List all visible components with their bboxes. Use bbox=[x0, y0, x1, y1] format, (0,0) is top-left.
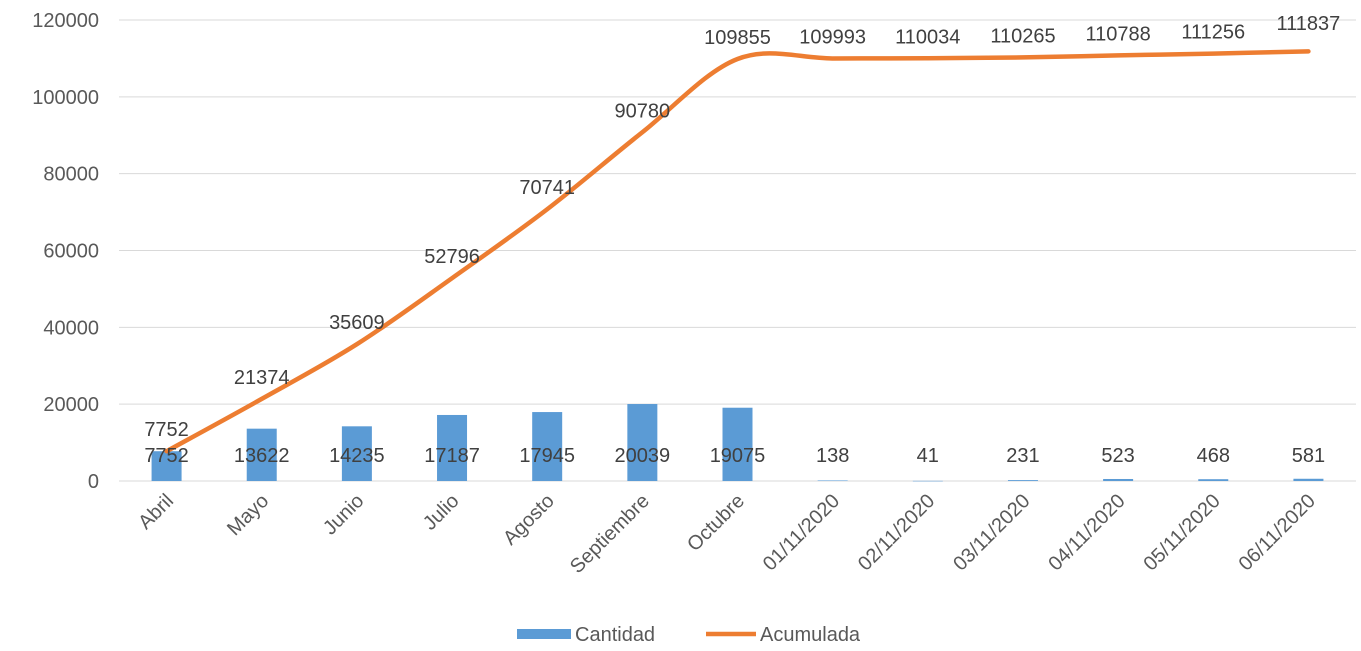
x-tick-label: 06/11/2020 bbox=[1235, 490, 1320, 575]
x-tick-label: 02/11/2020 bbox=[854, 490, 939, 575]
x-axis: Abril Mayo Junio Julio Agosto Septiembre Octub… bbox=[134, 490, 1320, 578]
bar bbox=[912, 480, 943, 482]
bar-data-label: 581 bbox=[1292, 445, 1325, 467]
line-data-label: 7752 bbox=[144, 419, 189, 441]
bar-data-label: 14235 bbox=[329, 445, 385, 467]
line-data-label: 109993 bbox=[799, 26, 866, 48]
legend-swatch-cantidad bbox=[517, 629, 571, 639]
y-tick-label: 80000 bbox=[43, 164, 99, 186]
bar-data-label: 20039 bbox=[615, 445, 671, 467]
bar bbox=[151, 451, 182, 481]
line-data-label: 90780 bbox=[615, 100, 671, 122]
y-axis: 0 20000 40000 60000 80000 100000 120000 bbox=[32, 10, 99, 493]
x-tick-label: 05/11/2020 bbox=[1140, 490, 1225, 575]
y-tick-label: 120000 bbox=[32, 10, 99, 32]
line-data-label: 52796 bbox=[424, 246, 480, 268]
legend: Cantidad Acumulada bbox=[517, 624, 861, 646]
bar bbox=[1103, 478, 1134, 481]
bar bbox=[532, 412, 563, 481]
data-labels: 7752 13622 14235 17187 17945 20039 19075 138 41 2… bbox=[144, 13, 1340, 467]
x-tick-label: Octubre bbox=[683, 490, 749, 556]
bar-data-label: 17187 bbox=[424, 445, 480, 467]
line-data-label: 110034 bbox=[895, 26, 960, 48]
legend-label-cantidad: Cantidad bbox=[575, 624, 655, 646]
line-data-label: 35609 bbox=[329, 312, 385, 334]
line-data-label: 111256 bbox=[1181, 22, 1245, 44]
y-tick-label: 100000 bbox=[32, 87, 99, 109]
line-series-acumulada bbox=[164, 49, 1311, 454]
line-data-label: 110265 bbox=[990, 25, 1055, 47]
line-data-label: 111837 bbox=[1277, 13, 1341, 35]
bar bbox=[341, 426, 372, 481]
bar-data-label: 41 bbox=[917, 445, 939, 467]
bar bbox=[722, 407, 753, 481]
line-data-label: 109855 bbox=[704, 27, 771, 49]
line-data-label: 21374 bbox=[234, 367, 290, 389]
bar-data-label: 13622 bbox=[234, 445, 290, 467]
gridlines bbox=[119, 19, 1356, 482]
x-tick-label: Mayo bbox=[223, 490, 273, 540]
line-data-label: 70741 bbox=[519, 177, 575, 199]
bar bbox=[1293, 478, 1324, 481]
bar-data-label: 7752 bbox=[144, 445, 189, 467]
y-tick-label: 60000 bbox=[43, 241, 99, 263]
bar bbox=[246, 428, 277, 481]
x-tick-label: 01/11/2020 bbox=[759, 490, 844, 575]
y-tick-label: 40000 bbox=[43, 317, 99, 339]
bar-data-label: 468 bbox=[1197, 445, 1230, 467]
x-tick-label: Junio bbox=[319, 490, 368, 539]
bar-data-label: 17945 bbox=[519, 445, 575, 467]
line-path bbox=[164, 49, 1311, 454]
x-tick-label: Abril bbox=[134, 490, 178, 534]
bar bbox=[437, 414, 468, 481]
bar-data-label: 19075 bbox=[710, 445, 766, 467]
bar bbox=[627, 404, 658, 481]
legend-label-acumulada: Acumulada bbox=[760, 624, 861, 646]
y-tick-label: 0 bbox=[88, 471, 99, 493]
bar-data-label: 523 bbox=[1101, 445, 1134, 467]
x-tick-label: Julio bbox=[419, 490, 464, 535]
y-tick-label: 20000 bbox=[43, 394, 99, 416]
bar-data-label: 231 bbox=[1006, 445, 1039, 467]
line-data-label: 110788 bbox=[1085, 23, 1150, 45]
bar-data-label: 138 bbox=[816, 445, 849, 467]
bar bbox=[1007, 480, 1038, 481]
bar bbox=[817, 480, 848, 481]
bar-series-cantidad bbox=[151, 404, 1324, 482]
x-tick-label: Agosto bbox=[499, 490, 559, 550]
bar bbox=[1198, 479, 1229, 481]
x-tick-label: 03/11/2020 bbox=[949, 490, 1034, 575]
x-tick-label: 04/11/2020 bbox=[1044, 490, 1129, 575]
x-tick-label: Septiembre bbox=[566, 490, 654, 578]
